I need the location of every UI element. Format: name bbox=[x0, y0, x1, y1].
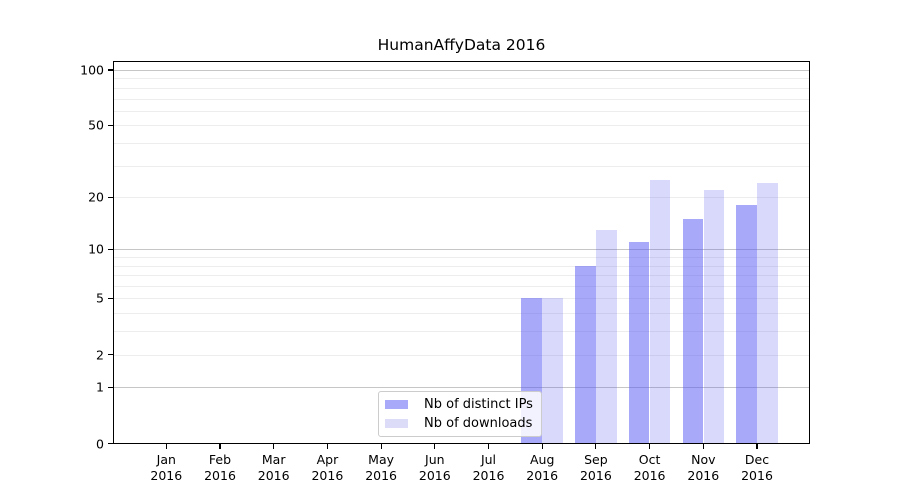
x-tick bbox=[326, 444, 328, 449]
bar-nb-of-distinct-ips-oct bbox=[628, 242, 650, 444]
y-tick bbox=[108, 124, 113, 126]
x-tick-label: Jun 2016 bbox=[418, 452, 451, 483]
x-tick bbox=[434, 444, 436, 449]
x-tick-label: Dec 2016 bbox=[741, 452, 773, 483]
minor-gridline bbox=[114, 142, 809, 144]
x-tick-label: Nov 2016 bbox=[687, 452, 720, 483]
y-tick bbox=[108, 386, 113, 388]
bar-nb-of-downloads-nov bbox=[703, 189, 725, 444]
x-tick bbox=[702, 444, 704, 449]
x-tick-label: Sep 2016 bbox=[579, 452, 612, 483]
minor-gridline bbox=[114, 265, 809, 267]
x-tick-label: Apr 2016 bbox=[311, 452, 344, 483]
x-tick-label: Jan 2016 bbox=[150, 452, 183, 483]
major-gridline bbox=[114, 70, 809, 71]
y-tick-label: 1 bbox=[96, 379, 104, 395]
minor-gridline bbox=[114, 165, 809, 167]
minor-gridline bbox=[114, 78, 809, 80]
x-tick-label: Feb 2016 bbox=[204, 452, 236, 483]
minor-gridline bbox=[114, 354, 809, 356]
minor-gridline bbox=[114, 257, 809, 259]
bar-nb-of-downloads-sep bbox=[596, 229, 617, 444]
y-tick-label: 5 bbox=[96, 290, 104, 306]
x-tick bbox=[756, 444, 758, 449]
x-tick bbox=[273, 444, 275, 449]
y-tick-label: 2 bbox=[96, 347, 104, 363]
major-gridline bbox=[114, 387, 809, 389]
legend-swatch-icon bbox=[385, 400, 408, 409]
minor-gridline bbox=[114, 87, 809, 89]
y-tick bbox=[108, 353, 113, 356]
x-tick-label: Mar 2016 bbox=[257, 452, 290, 483]
x-tick-label: Oct 2016 bbox=[633, 452, 666, 483]
minor-gridline bbox=[114, 331, 809, 333]
y-tick-label: 100 bbox=[80, 62, 104, 78]
y-tick bbox=[108, 442, 113, 445]
y-tick bbox=[108, 297, 113, 300]
y-tick bbox=[108, 196, 113, 198]
x-tick-label: Aug 2016 bbox=[526, 452, 559, 483]
x-tick bbox=[595, 444, 597, 449]
legend-label: Nb of distinct IPs bbox=[424, 397, 533, 412]
x-tick bbox=[541, 444, 543, 449]
chart-title: HumanAffyData 2016 bbox=[377, 36, 546, 54]
bar-nb-of-downloads-dec bbox=[757, 182, 778, 444]
x-tick-label: Jul 2016 bbox=[472, 452, 505, 483]
y-tick-label: 50 bbox=[88, 117, 104, 133]
minor-gridline bbox=[114, 197, 809, 199]
x-tick bbox=[380, 444, 382, 449]
y-tick bbox=[108, 248, 113, 251]
legend-row: Nb of distinct IPs bbox=[385, 397, 533, 413]
y-tick-label: 0 bbox=[96, 436, 104, 451]
legend-row: Nb of downloads bbox=[385, 416, 533, 432]
y-tick-label: 10 bbox=[88, 241, 104, 257]
bar-nb-of-downloads-aug bbox=[542, 298, 563, 444]
minor-gridline bbox=[114, 275, 809, 277]
major-gridline bbox=[114, 249, 809, 251]
legend: Nb of distinct IPs Nb of downloads bbox=[378, 391, 542, 437]
bar-nb-of-distinct-ips-sep bbox=[575, 265, 596, 444]
minor-gridline bbox=[114, 110, 809, 112]
bar-nb-of-downloads-oct bbox=[649, 179, 671, 444]
x-tick bbox=[219, 444, 221, 449]
y-tick bbox=[108, 69, 113, 71]
x-tick bbox=[165, 444, 167, 449]
minor-gridline bbox=[114, 313, 809, 315]
bar-nb-of-distinct-ips-nov bbox=[682, 219, 704, 444]
minor-gridline bbox=[114, 286, 809, 288]
x-tick-label: May 2016 bbox=[365, 452, 397, 483]
legend-swatch-icon bbox=[385, 419, 408, 428]
x-tick bbox=[487, 444, 490, 449]
y-tick-label: 20 bbox=[88, 189, 104, 205]
minor-gridline bbox=[114, 125, 809, 127]
bar-nb-of-distinct-ips-dec bbox=[736, 205, 757, 444]
minor-gridline bbox=[114, 298, 809, 300]
legend-label: Nb of downloads bbox=[424, 416, 533, 431]
minor-gridline bbox=[114, 98, 809, 100]
x-tick bbox=[649, 444, 651, 449]
